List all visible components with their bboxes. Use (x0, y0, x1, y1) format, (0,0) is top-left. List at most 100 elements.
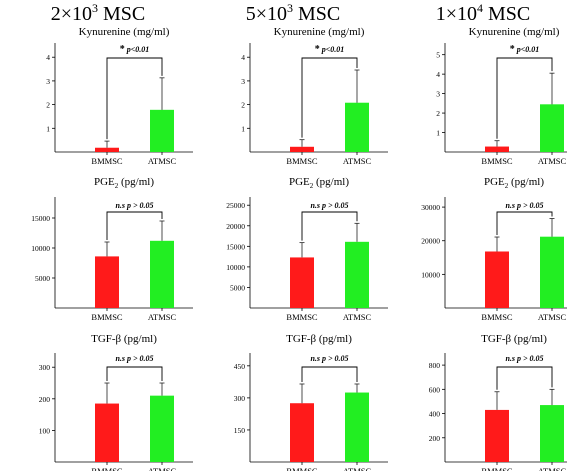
chart-title: PGE2 (pg/ml) (484, 176, 544, 190)
significance-star: * (315, 44, 320, 55)
y-tick-label: 3 (241, 77, 245, 86)
column-header-suffix: MSC (483, 3, 530, 25)
chart-panel-0: Kynurenine (mg/ml) 1 2 3 4 BMMSC ATMSC * p<0.01 (46, 26, 193, 166)
column-header-2: 1×104 MSC (436, 1, 531, 25)
chart-panel-8: TGF-β (pg/ml) 200 400 600 800 BMMSC ATMSC n.s p… (429, 333, 567, 471)
significance-star: * (510, 44, 515, 55)
x-tick-label: ATMSC (343, 312, 372, 322)
x-tick-label: ATMSC (538, 156, 567, 166)
chart-title-subscript: 2 (505, 182, 509, 190)
bar-atmsc (345, 241, 369, 308)
significance-bracket (496, 366, 553, 390)
bar-bmmsc (95, 147, 119, 152)
bar-atmsc (540, 104, 564, 152)
y-tick-label: 20000 (421, 237, 440, 246)
significance-label: * p<0.01 (315, 44, 345, 55)
bar-bmmsc (485, 409, 509, 462)
chart-title-subscript: 2 (115, 182, 119, 190)
x-tick-label: BMMSC (91, 312, 123, 322)
significance-label: n.s p > 0.05 (505, 354, 543, 363)
significance-bracket (301, 366, 358, 382)
significance-bracket (106, 366, 163, 382)
bar-bmmsc (290, 403, 314, 462)
chart-panel-1: Kynurenine (mg/ml) 1 2 3 4 BMMSC ATMSC * p<0.01 (241, 26, 388, 166)
column-header-0: 2×103 MSC (51, 1, 146, 25)
chart-panel-6: TGF-β (pg/ml) 100 200 300 BMMSC ATMSC n.s p > … (39, 333, 193, 471)
chart-title-base: PGE (289, 176, 310, 188)
y-tick-label: 2 (46, 101, 50, 110)
y-tick-label: 1 (46, 124, 50, 133)
bar-atmsc (345, 392, 369, 462)
y-tick-label: 200 (429, 434, 441, 443)
x-tick-label: BMMSC (481, 156, 513, 166)
column-header-base: 1×10 (436, 3, 477, 25)
x-tick-label: ATMSC (343, 466, 372, 471)
y-tick-label: 2 (241, 101, 245, 110)
y-tick-label: 150 (234, 426, 246, 435)
significance-bracket (496, 211, 553, 236)
chart-panel-3: PGE2 (pg/ml) 5000 10000 15000 BMMSC ATMSC n.s … (31, 176, 193, 322)
bar-bmmsc (485, 251, 509, 308)
bar-bmmsc (290, 146, 314, 152)
column-header-base: 2×10 (51, 3, 92, 25)
chart-title-unit: (pg/ml) (118, 176, 154, 188)
significance-p-value: p<0.01 (515, 45, 540, 54)
x-tick-label: ATMSC (148, 466, 177, 471)
y-tick-label: 3 (436, 90, 440, 99)
bar-atmsc (150, 395, 174, 462)
significance-star: * (120, 44, 125, 55)
y-tick-label: 25000 (226, 201, 245, 210)
significance-label: n.s p > 0.05 (115, 201, 153, 210)
y-tick-label: 5000 (35, 274, 50, 283)
significance-bracket (106, 57, 163, 140)
chart-panel-5: PGE2 (pg/ml) 10000 20000 30000 BMMSC ATMSC n.s… (421, 176, 567, 322)
y-tick-label: 15000 (226, 242, 245, 251)
x-tick-label: ATMSC (538, 312, 567, 322)
x-tick-label: ATMSC (148, 312, 177, 322)
column-header-base: 5×10 (246, 3, 287, 25)
column-header-exponent: 3 (287, 1, 293, 15)
x-tick-label: BMMSC (91, 466, 123, 471)
y-tick-label: 100 (39, 426, 51, 435)
y-tick-label: 5000 (230, 283, 245, 292)
chart-title-base: PGE (94, 176, 115, 188)
y-tick-label: 4 (436, 70, 440, 79)
x-tick-label: BMMSC (286, 312, 318, 322)
y-tick-label: 800 (429, 361, 441, 370)
column-header-exponent: 3 (92, 1, 98, 15)
significance-label: * p<0.01 (510, 44, 540, 55)
y-tick-label: 30000 (421, 203, 440, 212)
bar-bmmsc (290, 257, 314, 308)
significance-label: n.s p > 0.05 (310, 201, 348, 210)
chart-title: PGE2 (pg/ml) (94, 176, 154, 190)
y-tick-label: 1 (241, 124, 245, 133)
y-tick-label: 2 (436, 109, 440, 118)
bar-atmsc (150, 109, 174, 152)
y-tick-label: 4 (46, 53, 50, 62)
y-tick-label: 10000 (421, 270, 440, 279)
significance-bracket (496, 57, 553, 139)
column-header-suffix: MSC (293, 3, 340, 25)
significance-bracket (301, 211, 358, 241)
y-tick-label: 15000 (31, 214, 50, 223)
x-tick-label: ATMSC (538, 466, 567, 471)
bar-bmmsc (485, 146, 509, 152)
chart-title: TGF-β (pg/ml) (91, 333, 157, 345)
column-header-1: 5×103 MSC (246, 1, 341, 25)
x-tick-label: BMMSC (481, 466, 513, 471)
x-tick-label: BMMSC (91, 156, 123, 166)
chart-panel-2: Kynurenine (mg/ml) 1 2 3 4 5 BMMSC ATMSC * p<0.0… (436, 26, 567, 166)
chart-title-unit: (pg/ml) (313, 176, 349, 188)
chart-panel-7: TGF-β (pg/ml) 150 300 450 BMMSC ATMSC n.s p > … (234, 333, 388, 471)
x-tick-label: BMMSC (286, 466, 318, 471)
bar-bmmsc (95, 403, 119, 462)
x-tick-label: ATMSC (343, 156, 372, 166)
bar-atmsc (345, 102, 369, 152)
bar-atmsc (150, 240, 174, 308)
chart-title-subscript: 2 (310, 182, 314, 190)
x-tick-label: ATMSC (148, 156, 177, 166)
chart-panel-4: PGE2 (pg/ml) 5000 10000 15000 20000 25000 BMMS… (226, 176, 388, 322)
significance-label: * p<0.01 (120, 44, 150, 55)
chart-title: TGF-β (pg/ml) (286, 333, 352, 345)
